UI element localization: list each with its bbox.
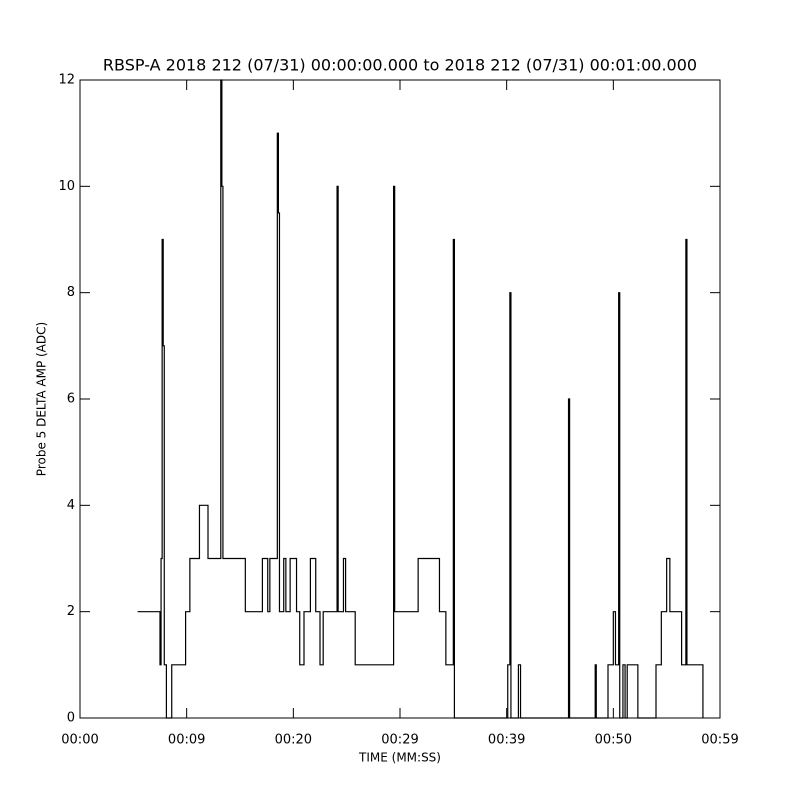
y-tick-label: 8 — [67, 285, 75, 300]
y-axis-label: Probe 5 DELTA AMP (ADC) — [35, 322, 49, 476]
data-line — [137, 79, 704, 719]
y-tick-label: 10 — [58, 179, 75, 194]
y-tick-label: 12 — [58, 73, 75, 88]
y-tick-label: 6 — [67, 392, 75, 407]
x-tick-label: 00:09 — [168, 733, 205, 748]
x-axis-label: TIME (MM:SS) — [358, 751, 441, 765]
y-tick-label: 4 — [67, 498, 75, 513]
y-tick-label: 0 — [67, 711, 75, 726]
x-tick-label: 00:39 — [488, 733, 525, 748]
y-tick-label: 2 — [67, 604, 75, 619]
chart-title: RBSP-A 2018 212 (07/31) 00:00:00.000 to … — [103, 56, 697, 75]
x-tick-label: 00:00 — [61, 733, 98, 748]
x-tick-label: 00:59 — [701, 733, 738, 748]
x-tick-label: 00:29 — [381, 733, 418, 748]
x-tick-label: 00:50 — [595, 733, 632, 748]
x-tick-label: 00:20 — [275, 733, 312, 748]
plot-frame — [79, 79, 721, 719]
